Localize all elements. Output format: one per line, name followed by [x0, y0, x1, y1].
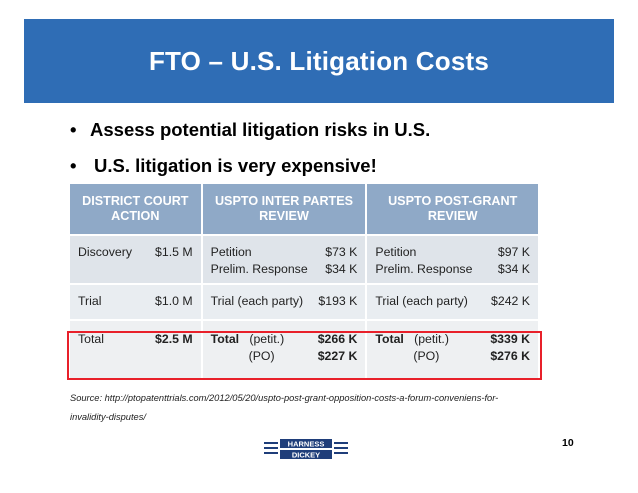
slide-title: FTO – U.S. Litigation Costs [148, 45, 490, 76]
cell-value: $242 K [491, 294, 530, 308]
cell-sublabel: (PO) [248, 349, 275, 363]
bullet-icon: • [70, 155, 77, 176]
table-cell: Trial (each party) $242 K [366, 284, 540, 321]
header-district-court: DISTRICT COURT ACTION [70, 184, 203, 236]
table-cell: Petition $97 K Prelim. Response $34 K [366, 235, 540, 285]
table-header-row: DISTRICT COURT ACTION USPTO INTER PARTES… [70, 184, 540, 236]
cell-value: $34 K [325, 262, 358, 276]
bullet-list: • Assess potential litigation risks in U… [70, 112, 430, 184]
table-cell: Petition $73 K Prelim. Response $34 K [201, 235, 368, 285]
header-inter-partes: USPTO INTER PARTES REVIEW [201, 184, 368, 236]
table-cell: Trial (each party) $193 K [201, 284, 368, 321]
source-line: Source: http://ptopatenttrials.com/2012/… [70, 393, 499, 403]
total-row-highlight-box [67, 331, 542, 380]
bullet-item: • Assess potential litigation risks in U… [70, 112, 430, 148]
cell-label: Total [375, 332, 404, 346]
cell-label: Total [210, 332, 240, 346]
cell-sublabel: (petit.) [249, 332, 285, 346]
cell-label: Petition [210, 245, 252, 259]
cell-label: Trial (each party) [375, 294, 468, 308]
cell-label: Prelim. Response [375, 262, 473, 276]
cell-value: $227 K [317, 349, 358, 363]
bullet-icon: • [70, 119, 77, 140]
harness-dickey-logo: HARNESS DICKEY [264, 439, 348, 460]
cell-value: $339 K [490, 332, 530, 346]
source-citation: Source: http://ptopatenttrials.com/2012/… [70, 389, 550, 427]
bullet-text: U.S. litigation is very expensive! [94, 155, 377, 176]
title-bar: FTO – U.S. Litigation Costs [24, 19, 614, 103]
cell-label: Total [78, 332, 104, 346]
logo-text: DICKEY [292, 450, 320, 459]
cell-value: $276 K [490, 349, 530, 363]
bullet-text: Assess potential litigation risks in U.S… [90, 119, 431, 140]
cell-label: Discovery [78, 245, 132, 259]
cell-value: $2.5 M [155, 332, 193, 346]
cell-sublabel: (PO) [413, 349, 440, 363]
table-cell: Trial $1.0 M [70, 284, 203, 321]
cell-value: $73 K [325, 245, 358, 259]
cell-value: $1.5 M [155, 245, 193, 259]
source-line: invalidity-disputes/ [70, 412, 146, 422]
table-cell: Discovery $1.5 M [70, 235, 203, 285]
bullet-item: • U.S. litigation is very expensive! [70, 148, 430, 184]
cost-table: DISTRICT COURT ACTION USPTO INTER PARTES… [70, 184, 540, 381]
cell-label: Prelim. Response [210, 262, 308, 276]
logo-text: HARNESS [288, 440, 325, 449]
cell-value: $266 K [317, 332, 358, 346]
header-post-grant: USPTO POST-GRANT REVIEW [366, 184, 540, 236]
table-row: Trial $1.0 M Trial (each party) $193 K T… [70, 284, 540, 321]
cell-value: $97 K [497, 245, 530, 259]
cell-value: $193 K [318, 294, 358, 308]
cost-table-image: DISTRICT COURT ACTION USPTO INTER PARTES… [70, 184, 540, 381]
cell-label: Trial [78, 294, 102, 308]
cell-label: Trial (each party) [210, 294, 304, 308]
table-cell: Total (petit.) $339 K (PO) $276 K [366, 320, 540, 381]
page-number: 10 [562, 437, 574, 449]
cell-value: $34 K [497, 262, 530, 276]
cell-sublabel: (petit.) [414, 332, 449, 346]
table-row: Discovery $1.5 M Petition $73 K Prelim. … [70, 235, 540, 285]
table-cell: Total (petit.) $266 K (PO) $227 K [201, 320, 368, 381]
cell-label: Petition [375, 245, 417, 259]
cell-value: $1.0 M [155, 294, 193, 308]
